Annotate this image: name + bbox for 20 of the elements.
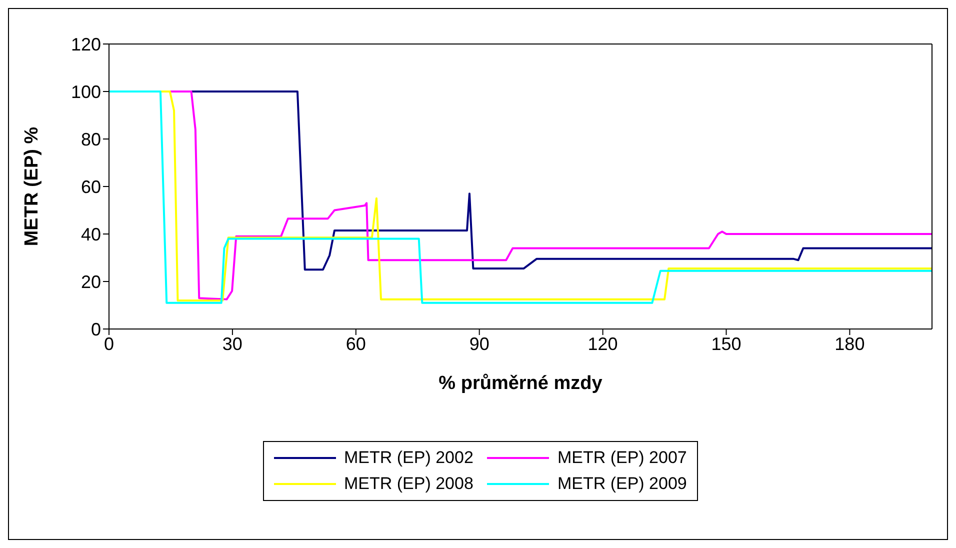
x-tick-label: 120 [588,334,618,354]
y-tick-label: 40 [80,224,101,244]
x-tick-label: 30 [222,334,242,354]
y-tick-label: 100 [70,82,101,102]
x-axis-title: % průměrné mzdy [438,373,603,394]
y-tick-label: 0 [90,319,101,340]
x-tick-label: 0 [104,334,114,354]
legend-label: METR (EP) 2008 [344,474,474,494]
x-tick-label: 60 [346,334,366,354]
legend-label: METR (EP) 2002 [344,448,474,468]
y-tick-label: 20 [80,272,101,292]
y-tick-label: 60 [80,176,101,197]
x-tick-label: 90 [469,334,490,354]
legend-label: METR (EP) 2009 [557,474,687,494]
y-axis-title: METR (EP) % [22,126,43,246]
y-tick-label: 120 [70,34,101,54]
y-tick-label: 80 [80,129,101,150]
x-tick-label: 150 [711,334,742,354]
legend-label: METR (EP) 2007 [557,448,687,468]
x-tick-label: 180 [834,334,865,354]
